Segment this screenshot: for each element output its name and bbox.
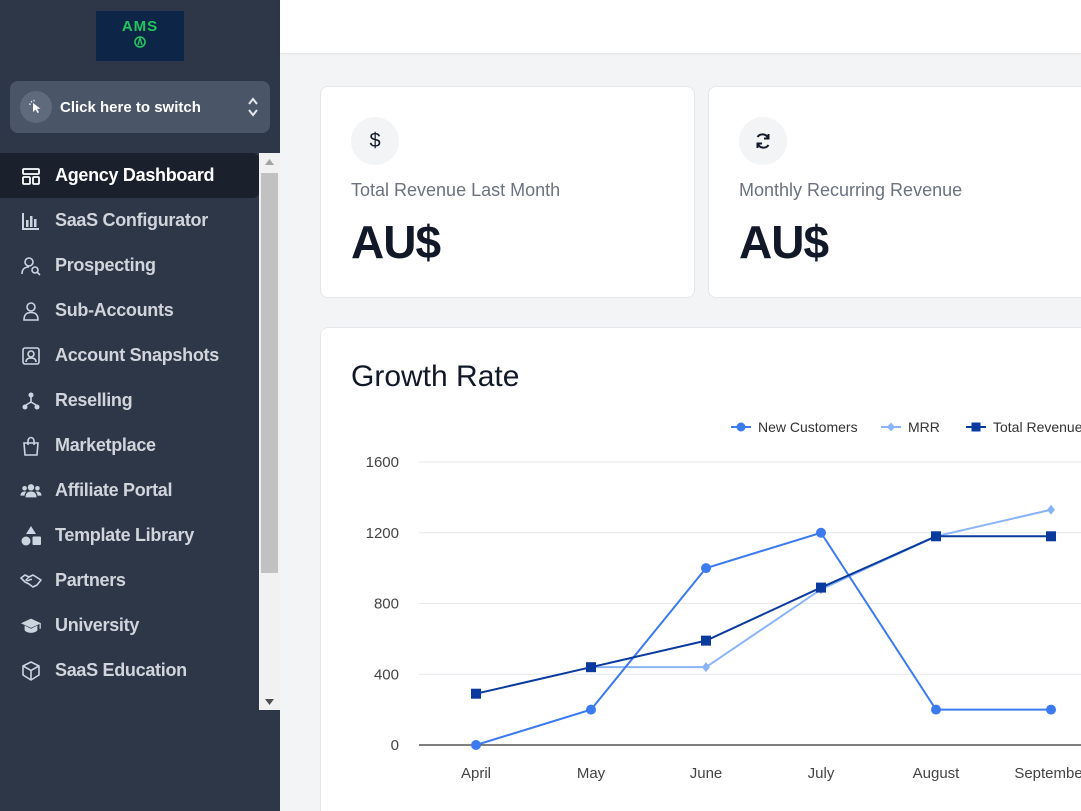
sidebar-item-label: Prospecting: [55, 255, 156, 275]
data-point: [471, 688, 481, 699]
y-tick-label: 400: [374, 666, 399, 683]
data-point: [931, 704, 941, 715]
sidebar-item-prospecting[interactable]: Prospecting: [0, 243, 259, 288]
shopping-bag-icon: [20, 435, 42, 457]
cube-icon: [20, 660, 42, 682]
sidebar-item-label: SaaS Configurator: [55, 210, 208, 230]
sidebar-item-account-snapshots[interactable]: Account Snapshots: [0, 333, 259, 378]
series-line-new-customers: [475, 531, 1051, 746]
x-tick-label: September: [1014, 765, 1081, 782]
stat-card-total-revenue: $ Total Revenue Last Month AU$: [320, 86, 695, 298]
scroll-up-arrow-icon[interactable]: [259, 153, 280, 170]
data-point: [1046, 531, 1056, 542]
dashboard-icon: [20, 165, 42, 187]
legend-marker: [887, 422, 895, 432]
sidebar-item-label: Account Snapshots: [55, 345, 219, 365]
data-point: [471, 740, 481, 750]
user-icon: [20, 300, 42, 322]
data-point: [816, 527, 826, 538]
sidebar-scrollbar[interactable]: [259, 153, 280, 710]
legend-label: MRR: [908, 419, 940, 435]
account-switcher[interactable]: Click here to switch: [10, 81, 270, 133]
sidebar-item-label: Reselling: [55, 390, 133, 410]
scrollbar-thumb[interactable]: [261, 173, 278, 573]
dollar-icon: $: [351, 117, 399, 165]
data-point: [701, 635, 711, 646]
sidebar-item-label: University: [55, 615, 140, 635]
sidebar-item-template-library[interactable]: Template Library: [0, 513, 259, 558]
series-line-total-revenue: [475, 535, 1051, 695]
data-point: [1046, 704, 1056, 715]
sidebar-item-label: Sub-Accounts: [55, 300, 174, 320]
y-tick-label: 1200: [366, 525, 399, 542]
refresh-icon: [739, 117, 787, 165]
top-header: [280, 0, 1081, 53]
sidebar-nav: Agency Dashboard SaaS Configurator Prosp…: [0, 153, 259, 710]
growth-rate-card: Growth Rate 0 400 800 1200 1600 April May June J…: [320, 327, 1081, 811]
users-icon: [20, 480, 42, 502]
stat-label: Total Revenue Last Month: [351, 180, 561, 200]
sidebar-item-saas-configurator[interactable]: SaaS Configurator: [0, 198, 259, 243]
logo-mark-icon: [130, 34, 150, 53]
prospecting-icon: [20, 255, 42, 277]
x-tick-label: June: [690, 765, 723, 782]
stat-value: AU$: [739, 216, 829, 268]
sidebar-item-label: Affiliate Portal: [55, 480, 173, 500]
stat-value: AU$: [351, 216, 441, 268]
sidebar-item-agency-dashboard[interactable]: Agency Dashboard: [0, 153, 259, 198]
pointer-click-icon: [20, 91, 52, 123]
sidebar-item-reselling[interactable]: Reselling: [0, 378, 259, 423]
sidebar-item-sub-accounts[interactable]: Sub-Accounts: [0, 288, 259, 333]
sidebar-item-label: Agency Dashboard: [55, 165, 215, 185]
switcher-label: Click here to switch: [60, 98, 201, 116]
stat-label: Monthly Recurring Revenue: [739, 180, 963, 200]
handshake-icon: [20, 570, 42, 592]
sidebar-item-partners[interactable]: Partners: [0, 558, 259, 603]
network-icon: [20, 390, 42, 412]
data-point: [586, 704, 596, 715]
snapshot-icon: [20, 345, 42, 367]
growth-title: Growth Rate: [351, 360, 520, 393]
sidebar: AMS Click here to switch Agency Dashboar…: [0, 0, 280, 811]
data-point: [702, 662, 710, 673]
data-point: [1047, 504, 1055, 515]
y-tick-label: 1600: [366, 454, 399, 471]
data-point: [701, 563, 711, 574]
data-point: [816, 582, 826, 593]
sidebar-item-label: SaaS Education: [55, 660, 187, 680]
sidebar-item-saas-education[interactable]: SaaS Education: [0, 648, 259, 693]
sidebar-item-label: Template Library: [55, 525, 194, 545]
y-tick-label: 800: [374, 596, 399, 613]
logo-text: AMS: [121, 17, 159, 35]
legend-label: New Customers: [758, 419, 858, 435]
legend-marker: [971, 422, 981, 432]
data-point: [931, 531, 941, 542]
sidebar-item-university[interactable]: University: [0, 603, 259, 648]
bar-chart-icon: [20, 210, 42, 232]
scroll-down-arrow-icon[interactable]: [259, 693, 280, 710]
sidebar-item-affiliate-portal[interactable]: Affiliate Portal: [0, 468, 259, 513]
agency-logo[interactable]: AMS: [96, 11, 184, 61]
x-tick-label: May: [577, 765, 606, 782]
shapes-icon: [20, 525, 42, 547]
stat-card-mrr: Monthly Recurring Revenue AU$: [708, 86, 1081, 298]
x-tick-label: July: [808, 765, 835, 782]
x-tick-label: April: [461, 765, 491, 782]
growth-rate-chart: 0 400 800 1200 1600 April May June July August Sep…: [366, 419, 1081, 782]
sidebar-item-label: Partners: [55, 570, 126, 590]
x-tick-label: August: [913, 765, 961, 782]
y-tick-label: 0: [391, 737, 399, 754]
sidebar-item-label: Marketplace: [55, 435, 156, 455]
legend-marker: [736, 422, 746, 432]
sidebar-item-marketplace[interactable]: Marketplace: [0, 423, 259, 468]
graduation-cap-icon: [20, 615, 42, 637]
data-point: [586, 662, 596, 673]
legend-label: Total Revenue: [993, 419, 1081, 435]
chevron-up-down-icon: [246, 94, 260, 120]
